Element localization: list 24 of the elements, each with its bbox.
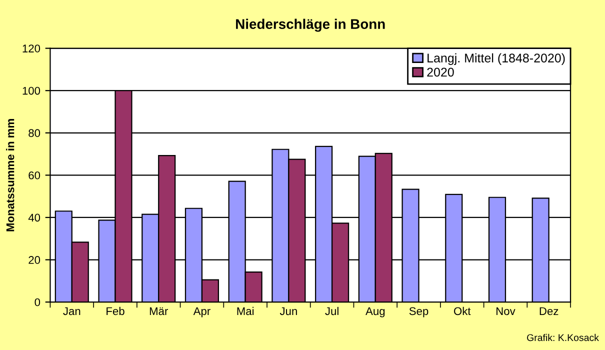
- y-axis-title: Monatssumme in mm: [6, 119, 14, 232]
- x-tick-label: Okt: [454, 306, 471, 316]
- y-tick-label: 60: [28, 171, 40, 180]
- x-tick-label: Jul: [325, 306, 338, 316]
- x-tick-label: Mär: [150, 307, 168, 316]
- y-tick-label: 80: [28, 129, 40, 138]
- x-tick-label: Nov: [496, 307, 516, 316]
- legend-label: Langj. Mittel (1848-2020): [428, 53, 565, 65]
- x-tick-label: Mai: [237, 306, 254, 316]
- y-tick-label: 0: [34, 298, 40, 306]
- x-tick-label: Sep: [409, 307, 428, 318]
- x-tick-label: Jun: [280, 307, 297, 316]
- x-tick-label: Jan: [63, 307, 80, 316]
- chart-title: Niederschläge in Bonn: [236, 18, 385, 32]
- x-tick-label: Aug: [366, 307, 385, 318]
- x-tick-label: Dez: [540, 307, 558, 316]
- y-tick-label: 20: [28, 256, 40, 264]
- y-tick-label: 40: [28, 214, 40, 222]
- text: Grafik: K.Kosack: [527, 334, 599, 342]
- legend-label: 2020: [427, 68, 454, 77]
- x-tick-label: Apr: [193, 307, 210, 318]
- x-tick-label: Feb: [106, 306, 124, 316]
- y-tick-label: 120: [22, 44, 40, 52]
- y-tick-label: 100: [22, 86, 40, 95]
